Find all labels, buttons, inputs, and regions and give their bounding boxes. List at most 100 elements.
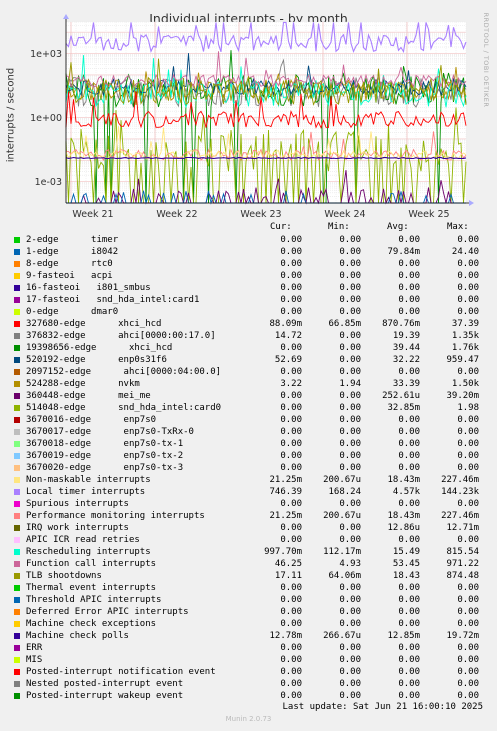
legend-value-cur: 21.25m — [269, 511, 302, 521]
legend-label: 17-fasteoi snd_hda_intel:card1 — [26, 295, 200, 305]
legend-item: MIS 0.00 0.00 0.00 0.00 — [0, 654, 497, 666]
legend-value-min: 1.94 — [339, 379, 361, 389]
last-update: Last update: Sat Jun 21 16:00:10 2025 — [282, 702, 483, 712]
legend-label: Posted-interrupt notification event — [26, 667, 216, 677]
legend-swatch — [14, 405, 20, 411]
legend-header: Cur: Min: Avg: Max: — [0, 222, 497, 234]
legend-value-avg: 0.00 — [398, 691, 420, 701]
legend-value-min: 0.00 — [339, 523, 361, 533]
legend-swatch — [14, 633, 20, 639]
legend-label: 0-edge dmar0 — [26, 307, 119, 317]
series-local-timer-line — [65, 21, 467, 54]
legend-value-max: 0.00 — [457, 655, 479, 665]
legend-item: Thermal event interrupts 0.00 0.00 0.00 0.00 — [0, 582, 497, 594]
legend-value-cur: 0.00 — [280, 679, 302, 689]
legend-value-min: 0.00 — [339, 595, 361, 605]
legend-value-min: 0.00 — [339, 427, 361, 437]
legend-value-avg: 0.00 — [398, 643, 420, 653]
legend-value-avg: 18.43 — [392, 571, 420, 581]
legend-value-min: 0.00 — [339, 247, 361, 257]
legend-value-max: 0.00 — [457, 643, 479, 653]
munin-footer: Munin 2.0.73 — [225, 715, 272, 723]
legend-value-max: 0.00 — [457, 439, 479, 449]
legend-value-cur: 0.00 — [280, 463, 302, 473]
legend-header-avg: Avg: — [387, 222, 409, 232]
legend-item: Local timer interrupts 746.39 168.24 4.57k 1… — [0, 486, 497, 498]
series-rescheduling-line — [65, 55, 467, 109]
legend-value-cur: 0.00 — [280, 343, 302, 353]
legend-item: Non-maskable interrupts 21.25m 200.67u 18.4… — [0, 474, 497, 486]
legend-value-avg: 0.00 — [398, 367, 420, 377]
legend-label: Performance monitoring interrupts — [26, 511, 205, 521]
legend-value-cur: 0.00 — [280, 595, 302, 605]
legend-swatch — [14, 573, 20, 579]
legend-value-avg: 32.85m — [387, 403, 420, 413]
legend-label: 524288-edge nvkm — [26, 379, 140, 389]
legend-swatch — [14, 477, 20, 483]
legend-label: 8-edge rtc0 — [26, 259, 113, 269]
x-tick-label: Week 21 — [72, 209, 113, 220]
legend-value-max: 0.00 — [457, 295, 479, 305]
legend-header-cur: Cur: — [270, 222, 292, 232]
legend-swatch — [14, 453, 20, 459]
legend-label: Function call interrupts — [26, 559, 157, 569]
x-tick-label: Week 25 — [408, 209, 449, 220]
plot-area: Week 21 Week 22 Week 23 Week 24 Week 25 1e+03… — [30, 14, 474, 220]
legend-label: 3670019-edge enp7s0-tx-2 — [26, 451, 184, 461]
legend-header-max: Max: — [447, 222, 469, 232]
legend-value-max: 0.00 — [457, 259, 479, 269]
legend-label: TLB shootdowns — [26, 571, 102, 581]
legend-value-cur: 0.00 — [280, 247, 302, 257]
legend-value-cur: 0.00 — [280, 439, 302, 449]
legend-label: 3670020-edge enp7s0-tx-3 — [26, 463, 184, 473]
legend-value-max: 971.22 — [446, 559, 479, 569]
legend-label: Non-maskable interrupts — [26, 475, 151, 485]
legend-value-max: 0.00 — [457, 271, 479, 281]
legend-value-avg: 0.00 — [398, 271, 420, 281]
legend-value-avg: 870.76m — [382, 319, 420, 329]
legend-value-max: 1.35k — [451, 331, 479, 341]
legend-item: 376832-edge ahci[0000:00:17.0] 14.72 0.00 1… — [0, 330, 497, 342]
legend-item: Nested posted-interrupt event 0.00 0.00 0.0… — [0, 678, 497, 690]
legend-value-cur: 0.00 — [280, 271, 302, 281]
legend-value-avg: 0.00 — [398, 463, 420, 473]
legend-swatch — [14, 513, 20, 519]
legend-value-avg: 19.39 — [392, 331, 420, 341]
legend-swatch — [14, 561, 20, 567]
legend-value-avg: 0.00 — [398, 583, 420, 593]
legend-value-min: 4.93 — [339, 559, 361, 569]
legend-value-min: 200.67u — [323, 475, 361, 485]
legend-item: APIC ICR read retries 0.00 0.00 0.00 0.00 — [0, 534, 497, 546]
legend-item: Spurious interrupts 0.00 0.00 0.00 0.00 — [0, 498, 497, 510]
legend-value-min: 0.00 — [339, 283, 361, 293]
legend-item: 524288-edge nvkm 3.22 1.94 33.39 1.50k — [0, 378, 497, 390]
legend-value-min: 168.24 — [328, 487, 361, 497]
legend-swatch — [14, 357, 20, 363]
legend-value-cur: 0.00 — [280, 307, 302, 317]
legend-value-avg: 0.00 — [398, 415, 420, 425]
legend-item: 2097152-edge ahci[0000:04:00.0] 0.00 0.00 0… — [0, 366, 497, 378]
legend-item: 0-edge dmar0 0.00 0.00 0.00 0.00 — [0, 306, 497, 318]
legend-value-max: 874.48 — [446, 571, 479, 581]
legend-value-max: 24.40 — [451, 247, 479, 257]
legend-value-max: 0.00 — [457, 307, 479, 317]
legend-value-max: 1.50k — [451, 379, 479, 389]
legend-label: Deferred Error APIC interrupts — [26, 607, 189, 617]
y-tick-label: 1e-03 — [35, 177, 62, 188]
y-tick-label: 1e+03 — [30, 49, 62, 60]
legend-value-max: 0.00 — [457, 235, 479, 245]
legend-value-max: 0.00 — [457, 427, 479, 437]
legend-item: 327680-edge xhci_hcd 88.09m 66.85m 870.76m 3… — [0, 318, 497, 330]
legend-swatch — [14, 681, 20, 687]
legend-label: Threshold APIC interrupts — [26, 595, 162, 605]
legend-value-avg: 53.45 — [392, 559, 420, 569]
legend-value-min: 0.00 — [339, 655, 361, 665]
legend-value-avg: 0.00 — [398, 235, 420, 245]
legend-item: Function call interrupts 46.25 4.93 53.45 97… — [0, 558, 497, 570]
legend-value-avg: 12.85m — [387, 631, 420, 641]
legend-swatch — [14, 273, 20, 279]
legend-value-max: 37.39 — [451, 319, 479, 329]
legend-item: Posted-interrupt wakeup event 0.00 0.00 0.0… — [0, 690, 497, 702]
legend-value-max: 12.71m — [446, 523, 479, 533]
legend-value-cur: 0.00 — [280, 691, 302, 701]
